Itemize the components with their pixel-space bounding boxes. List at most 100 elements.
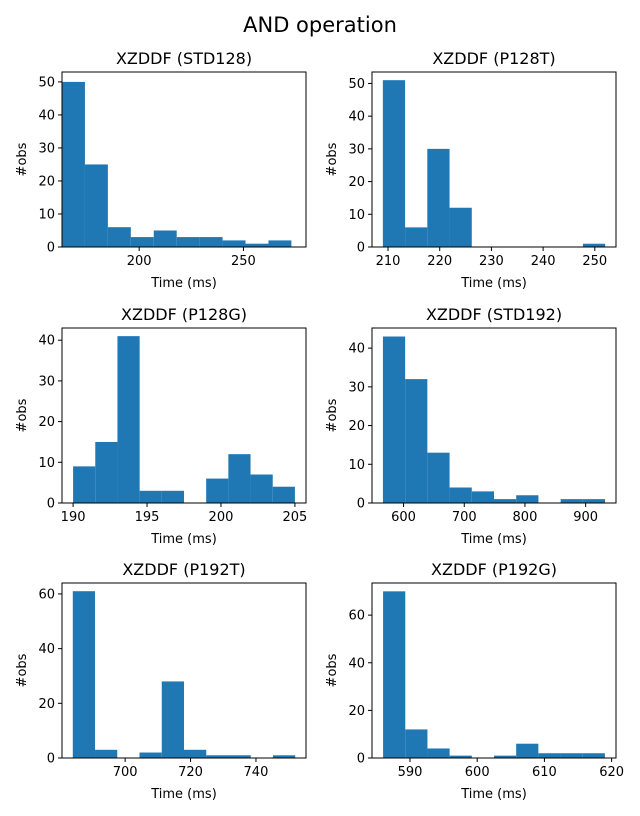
histogram-bar (130, 237, 154, 247)
x-tick-label: 195 (135, 510, 160, 525)
axes-frame (371, 327, 617, 504)
histogram-bar (560, 753, 583, 758)
y-axis-label: #obs (325, 142, 340, 176)
subplot-title: XZDDF (P128T) (432, 49, 555, 68)
subplot-5: 700 720 740 0 20 40 60 XZDDF (P192T) Time (ms) #o… (15, 560, 307, 802)
histogram-bar (449, 755, 472, 758)
y-tick-label: 50 (348, 77, 365, 92)
y-tick-label: 60 (38, 587, 55, 602)
y-tick-label: 40 (38, 334, 55, 349)
histogram-bar (272, 486, 295, 503)
x-tick-label: 200 (127, 254, 152, 269)
histogram-bar (161, 681, 184, 758)
histogram-bar (117, 336, 140, 503)
y-tick-label: 30 (348, 142, 365, 157)
histogram-bar (582, 499, 606, 503)
subplot-1: 200 250 0 10 20 30 40 50 XZDDF (STD128) Time (ms)… (15, 49, 307, 291)
axes-frame (371, 71, 617, 248)
y-tick-label: 50 (38, 75, 55, 90)
histogram-bar (139, 752, 162, 758)
y-tick-label: 20 (38, 697, 55, 712)
histogram-bar (62, 81, 85, 247)
y-tick-label: 40 (348, 342, 365, 357)
histogram-bar (405, 729, 428, 758)
histogram-bar (250, 474, 273, 503)
y-tick-label: 0 (47, 497, 55, 512)
x-tick-label: 800 (513, 510, 538, 525)
y-tick-label: 10 (348, 458, 365, 473)
x-tick-label: 240 (531, 254, 556, 269)
histogram-bar (84, 164, 108, 247)
subplot-2: 210 220 230 240 250 0 10 20 30 40 50 XZDDF (P128T) T… (325, 49, 617, 291)
histogram-bar (427, 452, 450, 503)
x-axis-label: Time (ms) (460, 276, 527, 291)
histogram-bar (582, 753, 605, 758)
histogram-bar (427, 148, 450, 247)
histogram-bar (405, 379, 428, 503)
histogram-bar (73, 466, 96, 503)
histogram-bar (228, 755, 251, 758)
x-tick-label: 700 (452, 510, 477, 525)
axes-frame (61, 327, 307, 504)
histogram-bar (72, 591, 96, 758)
x-axis-label: Time (ms) (150, 532, 217, 547)
y-tick-label: 10 (348, 208, 365, 223)
histogram-bar (95, 749, 118, 758)
histogram-bar (245, 243, 269, 247)
y-tick-label: 10 (38, 456, 55, 471)
y-tick-label: 20 (38, 174, 55, 189)
y-tick-label: 20 (348, 704, 365, 719)
histogram-bar (107, 227, 131, 247)
y-axis-label: #obs (15, 142, 30, 176)
y-tick-label: 40 (38, 108, 55, 123)
y-tick-label: 10 (38, 207, 55, 222)
y-tick-label: 30 (38, 374, 55, 389)
y-tick-label: 0 (357, 497, 365, 512)
y-tick-label: 40 (38, 642, 55, 657)
subplot-title: XZDDF (P128G) (121, 305, 247, 324)
histogram-bar (383, 591, 406, 758)
x-tick-label: 720 (178, 765, 203, 780)
histogram-bar (405, 227, 428, 247)
y-tick-label: 0 (47, 241, 55, 256)
histogram-bar (222, 240, 246, 247)
histogram-bar (206, 478, 229, 503)
y-axis-label: #obs (15, 398, 30, 432)
histogram-bar (582, 243, 606, 247)
x-axis-label: Time (ms) (460, 787, 527, 802)
histogram-bar (449, 487, 472, 503)
y-tick-label: 40 (348, 656, 365, 671)
histogram-bar (184, 749, 207, 758)
histogram-bar (427, 748, 450, 758)
y-tick-label: 30 (348, 380, 365, 395)
histogram-bar (272, 755, 296, 758)
subplot-title: XZDDF (P192T) (122, 560, 245, 579)
y-tick-label: 20 (38, 415, 55, 430)
histogram-bar (199, 237, 223, 247)
x-tick-label: 205 (282, 510, 307, 525)
x-tick-label: 590 (398, 765, 423, 780)
x-tick-label: 250 (582, 254, 607, 269)
subplot-title: XZDDF (STD192) (426, 305, 562, 324)
histogram-bar (153, 230, 177, 247)
histogram-bar (382, 336, 406, 503)
histogram-bar (494, 499, 517, 503)
x-tick-label: 740 (244, 765, 269, 780)
y-tick-label: 20 (348, 419, 365, 434)
histogram-bar (268, 240, 292, 247)
y-axis-label: #obs (325, 398, 340, 432)
subplot-6: 590 600 610 620 0 20 40 60 XZDDF (P192G) Time (ms… (325, 560, 624, 802)
y-tick-label: 60 (348, 609, 365, 624)
y-tick-label: 40 (348, 110, 365, 125)
histogram-bar (139, 490, 162, 503)
axes-frame (61, 71, 307, 248)
histogram-bar (382, 80, 406, 248)
x-tick-label: 190 (61, 510, 86, 525)
x-tick-label: 220 (427, 254, 452, 269)
x-tick-label: 230 (479, 254, 504, 269)
figure-title: AND operation (243, 13, 397, 37)
histogram-bar (516, 743, 539, 758)
histogram-bar (471, 491, 494, 503)
